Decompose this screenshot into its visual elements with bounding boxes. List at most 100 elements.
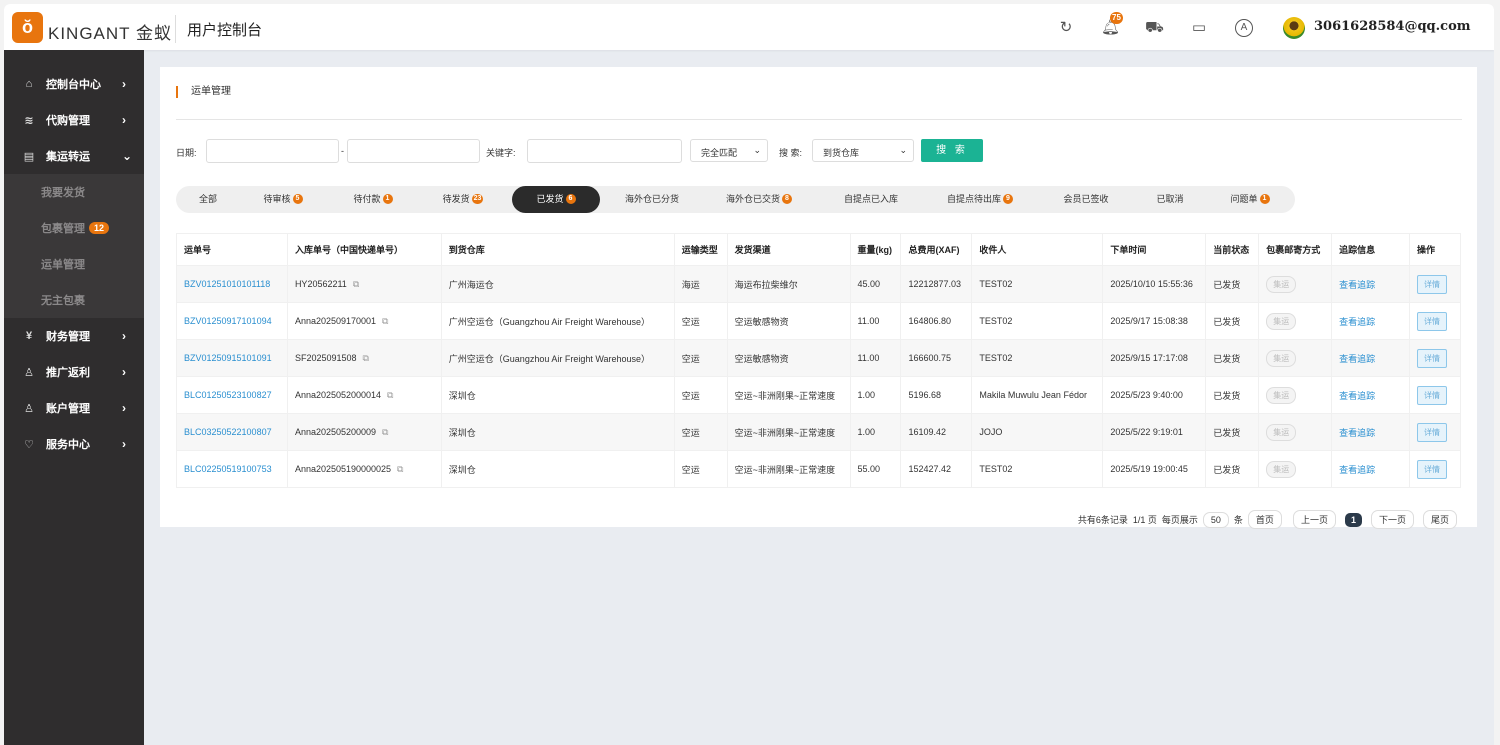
track-link[interactable]: 查看追踪	[1339, 464, 1376, 475]
date-start-input[interactable]	[206, 139, 339, 163]
sidebar-item-account[interactable]: ♙ 账户管理 ›	[4, 390, 144, 426]
table-cell: TEST02	[971, 450, 1104, 488]
tab-11[interactable]: 问题单 1	[1210, 186, 1290, 213]
search-field-select[interactable]: 到货仓库 ⌄	[812, 139, 914, 162]
cell-text: 164806.80	[908, 316, 951, 326]
bell-icon[interactable]: 🔔︎ 75	[1101, 12, 1123, 36]
date-label: 日期:	[176, 148, 197, 158]
copy-icon[interactable]: ⧉	[362, 352, 369, 363]
tab-4[interactable]: 已发货 6	[512, 186, 600, 213]
column-header: 运输类型	[673, 233, 728, 266]
table-cell: 集运	[1258, 413, 1333, 451]
copy-icon[interactable]: ⧉	[387, 389, 394, 400]
cell-text: Makila Muwulu Jean Fédor	[979, 390, 1087, 400]
cell-text: TEST02	[979, 279, 1013, 289]
table-cell: 查看追踪	[1331, 339, 1410, 377]
prev-page-button[interactable]: 上一页	[1292, 510, 1336, 529]
waybill-link[interactable]: BZV01250915101091	[184, 353, 272, 363]
table-row: BLC01250523100827 Anna2025052000014 ⧉ 深圳仓 空运…	[176, 376, 1462, 414]
detail-button[interactable]: 详情	[1416, 385, 1447, 405]
sidebar-item-console[interactable]: ⌂ 控制台中心 ›	[4, 66, 144, 102]
refresh-icon[interactable]: ↻	[1059, 19, 1073, 36]
waybill-link[interactable]: BLC01250523100827	[184, 390, 272, 400]
page-count: 1/1 页	[1132, 515, 1157, 525]
tab-8[interactable]: 自提点待出库 9	[930, 186, 1030, 213]
date-end-input[interactable]	[347, 139, 480, 163]
detail-button[interactable]: 详情	[1416, 348, 1447, 368]
tab-10[interactable]: 已取消	[1126, 186, 1214, 213]
keyword-input[interactable]	[527, 139, 682, 163]
sidebar-item-consolidation[interactable]: ▤ 集运转运 ⌄	[4, 138, 144, 174]
search-button[interactable]: 搜 索	[921, 139, 983, 162]
kingant-logo-icon[interactable]: ŏ	[12, 12, 43, 43]
sidebar-subitem-ship[interactable]: 我要发货	[41, 187, 85, 199]
cell-text: 45.00	[857, 279, 881, 289]
detail-button[interactable]: 详情	[1416, 274, 1447, 294]
sidebar-item-referral[interactable]: ♙ 推广返利 ›	[4, 354, 144, 390]
first-page-button[interactable]: 首页	[1247, 510, 1282, 529]
tab-5[interactable]: 海外仓已分货	[606, 186, 698, 213]
tab-0[interactable]: 全部	[176, 186, 240, 213]
video-icon[interactable]: ▭	[1191, 19, 1207, 36]
waybill-link[interactable]: BZV01251010101118	[184, 279, 271, 289]
detail-button[interactable]: 详情	[1416, 422, 1447, 442]
tab-2[interactable]: 待付款 1	[330, 186, 416, 213]
tab-6[interactable]: 海外仓已交货 8	[712, 186, 806, 213]
track-link[interactable]: 查看追踪	[1339, 427, 1376, 438]
table-cell: BZV01250917101094	[176, 302, 288, 340]
table-cell: 海运	[673, 265, 728, 303]
sidebar-item-finance[interactable]: ¥ 财务管理 ›	[4, 318, 144, 354]
table-cell: JOJO	[971, 413, 1104, 451]
table-cell: 空运~非洲刚果~正常速度	[726, 376, 851, 414]
track-link[interactable]: 查看追踪	[1339, 316, 1376, 327]
copy-icon[interactable]: ⧉	[352, 278, 360, 289]
track-link[interactable]: 查看追踪	[1339, 390, 1376, 401]
detail-button[interactable]: 详情	[1416, 311, 1447, 331]
tab-7[interactable]: 自提点已入库	[822, 186, 920, 213]
a-circle-icon[interactable]: A	[1235, 19, 1253, 37]
waybill-link[interactable]: BLC03250522100807	[184, 427, 272, 437]
cell-text: 空运	[681, 390, 700, 401]
waybill-link[interactable]: BZV01250917101094	[184, 316, 272, 326]
tab-3[interactable]: 待发货 23	[420, 186, 506, 213]
match-select[interactable]: 完全匹配 ⌄	[690, 139, 768, 162]
copy-icon[interactable]: ⧉	[382, 426, 389, 437]
table-row: BZV01251010101118 HY20562211 ⧉ 广州海运仓 海运 海运布拉柴…	[176, 265, 1462, 303]
sidebar-subitem-unclaimed[interactable]: 无主包裹	[41, 295, 85, 307]
sidebar-subitem-waybills[interactable]: 运单管理	[41, 259, 85, 271]
table-cell: 深圳仓	[440, 376, 675, 414]
detail-button[interactable]: 详情	[1416, 459, 1447, 479]
waybill-link[interactable]: BLC02250519100753	[184, 464, 272, 474]
table-cell: 5196.68	[900, 376, 973, 414]
tab-label: 海外仓已交货	[725, 194, 780, 204]
copy-icon[interactable]: ⧉	[382, 315, 389, 326]
table-cell: 深圳仓	[440, 450, 675, 488]
next-page-button[interactable]: 下一页	[1370, 510, 1414, 529]
cell-text: Anna2025052000014	[294, 389, 382, 400]
table-cell: 1.00	[849, 413, 902, 451]
sidebar-item-purchase[interactable]: ≋ 代购管理 ›	[4, 102, 144, 138]
copy-icon[interactable]: ⧉	[397, 463, 404, 474]
cell-text: 2025/10/10 15:55:36	[1110, 279, 1193, 289]
track-link[interactable]: 查看追踪	[1339, 279, 1376, 290]
cell-text: 空运	[681, 464, 700, 475]
track-link[interactable]: 查看追踪	[1339, 353, 1376, 364]
per-page-input[interactable]: 50	[1202, 511, 1229, 528]
tab-label: 自提点待出库	[946, 194, 1001, 204]
chevron-down-icon: ⌄	[122, 149, 133, 163]
avatar[interactable]	[1283, 17, 1305, 39]
match-select-value: 完全匹配	[701, 148, 738, 158]
cell-text: 空运	[681, 316, 700, 327]
sidebar-subitem-packages[interactable]: 包裹管理 12	[4, 210, 144, 246]
cart-icon[interactable]: ⛟	[1145, 19, 1164, 36]
search-label: 搜 索:	[779, 148, 803, 158]
tab-1[interactable]: 待审核 5	[240, 186, 326, 213]
table-cell: Anna2025052000014 ⧉	[286, 376, 442, 414]
user-email[interactable]: 3061628584@qq.com	[1314, 19, 1471, 34]
current-page[interactable]: 1	[1344, 512, 1362, 527]
sidebar-item-service[interactable]: ♡ 服务中心 ›	[4, 426, 144, 462]
last-page-button[interactable]: 尾页	[1422, 510, 1457, 529]
chevron-right-icon: ›	[122, 113, 126, 127]
tab-9[interactable]: 会员已签收	[1038, 186, 1134, 213]
shipping-method-badge: 集运	[1266, 423, 1297, 441]
